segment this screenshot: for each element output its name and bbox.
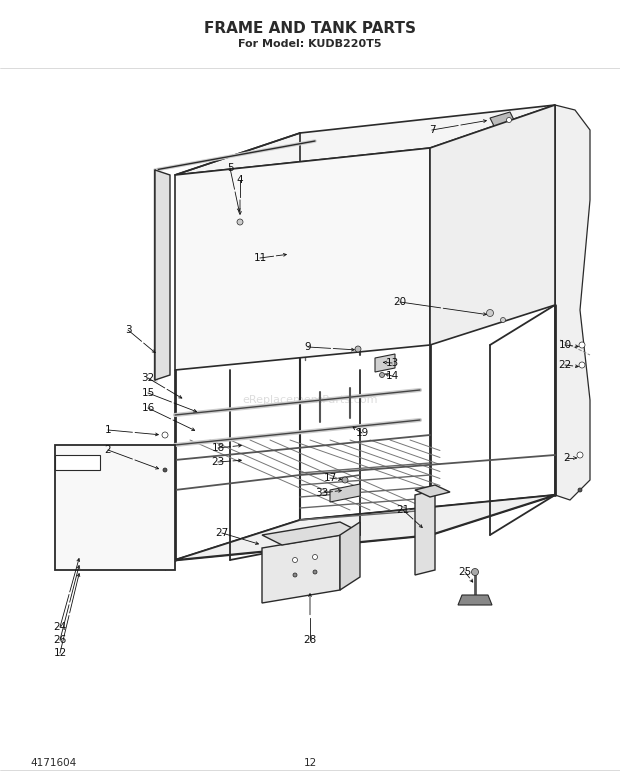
- Circle shape: [313, 570, 317, 574]
- Circle shape: [379, 372, 384, 378]
- Text: FRAME AND TANK PARTS: FRAME AND TANK PARTS: [204, 20, 416, 35]
- Text: 5: 5: [227, 163, 233, 173]
- Text: 14: 14: [386, 371, 399, 381]
- Polygon shape: [415, 490, 435, 575]
- Circle shape: [293, 557, 298, 562]
- Polygon shape: [555, 105, 590, 500]
- Circle shape: [579, 342, 585, 348]
- Polygon shape: [458, 595, 492, 605]
- Polygon shape: [55, 445, 175, 570]
- Text: 11: 11: [254, 253, 267, 263]
- Polygon shape: [262, 522, 360, 545]
- Circle shape: [312, 554, 317, 560]
- Polygon shape: [155, 170, 170, 380]
- Circle shape: [579, 362, 585, 368]
- Polygon shape: [295, 253, 310, 271]
- Text: 3: 3: [125, 325, 131, 335]
- Circle shape: [163, 468, 167, 472]
- Polygon shape: [175, 495, 555, 560]
- Text: 26: 26: [53, 635, 66, 645]
- Text: 33: 33: [316, 488, 329, 498]
- Polygon shape: [330, 484, 360, 502]
- Circle shape: [471, 568, 479, 575]
- Circle shape: [577, 452, 583, 458]
- Text: 23: 23: [211, 457, 224, 467]
- Text: 19: 19: [355, 428, 369, 438]
- Polygon shape: [430, 105, 555, 345]
- Text: 28: 28: [303, 635, 317, 645]
- Text: 21: 21: [396, 505, 410, 515]
- Text: For Model: KUDB220T5: For Model: KUDB220T5: [238, 39, 382, 49]
- Text: eReplacementParts.com: eReplacementParts.com: [242, 395, 378, 405]
- Text: 7: 7: [428, 125, 435, 135]
- Circle shape: [355, 346, 361, 352]
- Text: 20: 20: [394, 297, 407, 307]
- Polygon shape: [175, 105, 555, 175]
- Polygon shape: [375, 354, 395, 372]
- Circle shape: [487, 310, 494, 317]
- Text: 10: 10: [559, 340, 572, 350]
- Circle shape: [500, 318, 505, 322]
- Text: 24: 24: [53, 622, 66, 632]
- Polygon shape: [415, 485, 450, 497]
- Circle shape: [507, 118, 511, 122]
- Text: 4171604: 4171604: [30, 758, 76, 768]
- Text: 27: 27: [215, 528, 229, 538]
- Text: 1: 1: [105, 425, 112, 435]
- Polygon shape: [262, 535, 340, 603]
- Text: 15: 15: [141, 388, 154, 398]
- Text: 17: 17: [324, 473, 337, 483]
- Polygon shape: [490, 112, 515, 128]
- Text: 13: 13: [386, 358, 399, 368]
- Text: 12: 12: [53, 648, 66, 658]
- Polygon shape: [285, 247, 320, 261]
- Circle shape: [293, 573, 297, 577]
- Polygon shape: [175, 148, 430, 370]
- Text: 32: 32: [141, 373, 154, 383]
- Text: 22: 22: [559, 360, 572, 370]
- Text: 12: 12: [303, 758, 317, 768]
- Polygon shape: [55, 455, 100, 470]
- Text: 2: 2: [105, 445, 112, 455]
- Text: 2: 2: [564, 453, 570, 463]
- Polygon shape: [340, 522, 360, 590]
- Circle shape: [578, 488, 582, 492]
- Text: 25: 25: [458, 567, 472, 577]
- Circle shape: [237, 219, 243, 225]
- Text: 4: 4: [237, 175, 243, 185]
- Text: 16: 16: [141, 403, 154, 413]
- Text: 9: 9: [304, 342, 311, 352]
- Circle shape: [162, 432, 168, 438]
- Circle shape: [342, 477, 348, 483]
- Text: 18: 18: [211, 443, 224, 453]
